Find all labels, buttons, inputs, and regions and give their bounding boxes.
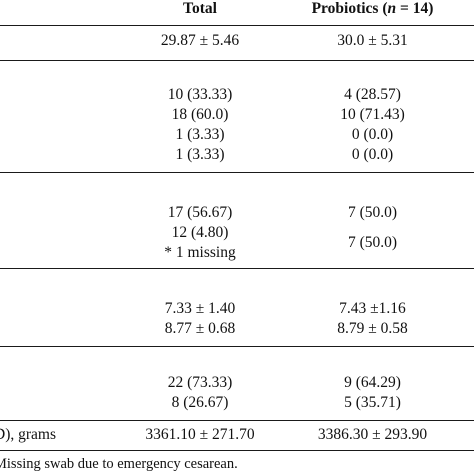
row-divider bbox=[0, 346, 474, 347]
table-bottom-rule bbox=[0, 450, 474, 451]
header-probiotics: Probiotics (n = 14) bbox=[311, 0, 434, 17]
group2-row3-total: 1 (3.33) bbox=[175, 126, 225, 143]
group5-row1-probiotics: 9 (64.29) bbox=[344, 374, 401, 391]
group4-row2-probiotics: 8.79 ± 0.58 bbox=[337, 320, 408, 337]
group2-row1-probiotics: 4 (28.57) bbox=[344, 86, 401, 103]
row-divider bbox=[0, 60, 474, 61]
weight-probiotics: 3386.30 ± 293.90 bbox=[317, 426, 428, 443]
row-divider bbox=[0, 420, 474, 421]
group5-row2-probiotics: 5 (35.71) bbox=[344, 394, 401, 411]
age-probiotics: 30.0 ± 5.31 bbox=[337, 32, 408, 49]
group5-row2-total: 8 (26.67) bbox=[171, 394, 229, 411]
header-divider bbox=[0, 25, 474, 26]
row-divider bbox=[0, 268, 474, 269]
group4-row1-total: 7.33 ± 1.40 bbox=[164, 300, 236, 317]
group2-row2-total: 18 (60.0) bbox=[171, 106, 229, 123]
group4-row1-probiotics: 7.43 ±1.16 bbox=[339, 300, 406, 317]
age-total: 29.87 ± 5.46 bbox=[160, 32, 240, 49]
header-total: Total bbox=[183, 0, 217, 17]
group2-row4-total: 1 (3.33) bbox=[175, 146, 225, 163]
group3-row2-total: 12 (4.80) bbox=[171, 224, 229, 241]
group2-row1-total: 10 (33.33) bbox=[167, 86, 233, 103]
group3-missing-note: * 1 missing bbox=[164, 244, 236, 261]
weight-total: 3361.10 ± 271.70 bbox=[145, 426, 255, 443]
group5-row1-total: 22 (73.33) bbox=[167, 374, 233, 391]
group3-row1-total: 17 (56.67) bbox=[167, 204, 233, 221]
group2-row4-probiotics: 0 (0.0) bbox=[351, 146, 394, 163]
group3-row2-probiotics: 7 (50.0) bbox=[347, 234, 398, 251]
row-divider bbox=[0, 172, 474, 173]
group2-row3-probiotics: 0 (0.0) bbox=[351, 126, 394, 143]
group2-row2-probiotics: 10 (71.43) bbox=[340, 106, 405, 123]
footnote: Missing swab due to emergency cesarean. bbox=[0, 456, 238, 472]
group4-row2-total: 8.77 ± 0.68 bbox=[164, 320, 236, 337]
group3-row1-probiotics: 7 (50.0) bbox=[347, 204, 398, 221]
weight-label: D), grams bbox=[0, 426, 56, 443]
